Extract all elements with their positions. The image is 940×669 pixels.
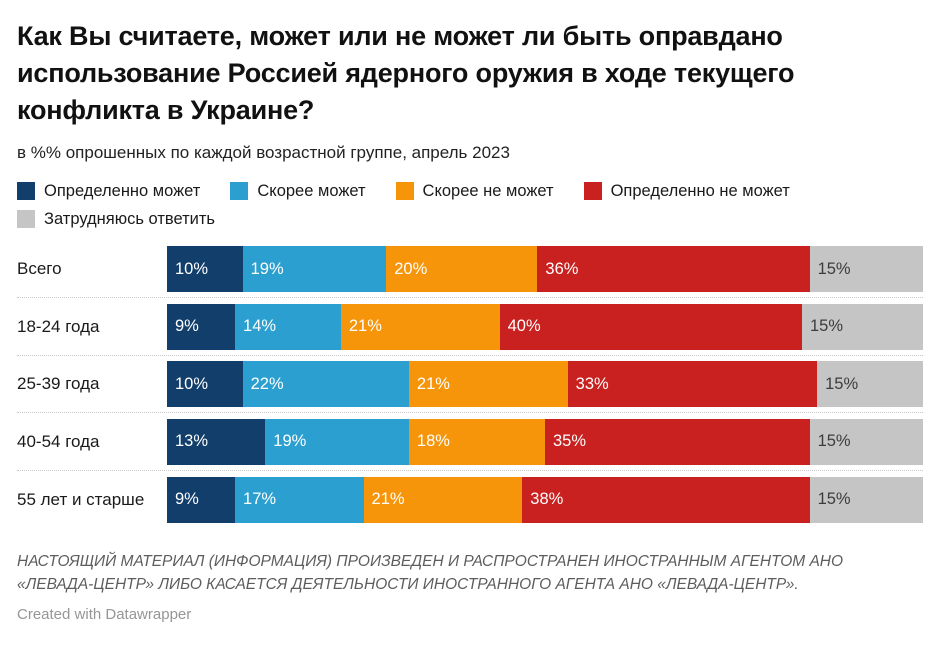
bar-segment: 20% <box>386 246 538 293</box>
stacked-bar: 9% 17% 21% 38% 15% <box>167 476 923 523</box>
bar-row: 55 лет и старше 9% 17% 21% 38% 15% <box>17 471 923 529</box>
value-label: 17% <box>243 490 277 509</box>
stacked-bar: 9% 14% 21% 40% 15% <box>167 303 923 350</box>
legend: Определенно может Скорее может Скорее не м… <box>17 182 923 229</box>
bar-segment: 19% <box>242 246 387 293</box>
bar-segment: 15% <box>817 361 923 408</box>
bar-row: 40-54 года 13% 19% 18% 35% 15% <box>17 413 923 471</box>
value-label: 19% <box>250 259 284 278</box>
value-label: 18% <box>416 432 450 451</box>
bar-segment: 19% <box>265 418 409 465</box>
legend-item: Определенно может <box>17 182 200 201</box>
bar-segment: 40% <box>499 303 802 350</box>
row-label: 40-54 года <box>17 431 100 451</box>
value-label: 21% <box>348 317 382 336</box>
bar-segment: 9% <box>167 303 236 350</box>
row-label: Всего <box>17 259 62 279</box>
bar-segment: 14% <box>235 303 341 350</box>
value-label: 21% <box>371 490 405 509</box>
row-label: 25-39 года <box>17 374 100 394</box>
value-label: 10% <box>175 374 209 393</box>
legend-item: Скорее не может <box>395 181 554 201</box>
bar-segment: 21% <box>340 303 500 350</box>
bar-segment: 17% <box>235 476 364 523</box>
datawrapper-credit[interactable]: Created with Datawrapper <box>17 606 192 624</box>
bar-row: 18-24 года 9% 14% 21% 40% 15% <box>17 298 923 356</box>
chart-title: Как Вы считаете, может или не может ли б… <box>17 21 795 125</box>
value-label: 21% <box>416 374 450 393</box>
bar-segment: 21% <box>363 476 523 523</box>
value-label: 36% <box>545 259 579 278</box>
chart: Всего 10% 19% 20% 36% 15% 18-24 года 9% 14% 21% 40… <box>17 241 923 529</box>
value-label: 38% <box>530 490 564 509</box>
bar-segment: 15% <box>809 418 923 465</box>
value-label: 10% <box>175 259 209 278</box>
legend-swatch <box>17 182 35 201</box>
bar-segment: 18% <box>408 418 545 465</box>
legend-item: Затрудняюсь ответить <box>17 210 215 229</box>
bar-segment: 36% <box>537 246 810 293</box>
bar-segment: 9% <box>167 476 236 523</box>
row-label: 55 лет и старше <box>17 489 145 509</box>
value-label: 19% <box>273 432 307 451</box>
row-label: 18-24 года <box>17 316 100 336</box>
bar-segment: 35% <box>544 418 810 465</box>
value-label: 33% <box>575 374 609 393</box>
disclaimer-text: НАСТОЯЩИЙ МАТЕРИАЛ (ИНФОРМАЦИЯ) ПРОИЗВЕД… <box>17 553 844 594</box>
bar-segment: 21% <box>408 361 568 408</box>
value-label: 15% <box>810 317 844 336</box>
bar-segment: 10% <box>167 361 243 408</box>
value-label: 20% <box>394 259 428 278</box>
value-label: 22% <box>250 374 284 393</box>
legend-swatch <box>583 182 602 201</box>
legend-label: Скорее не может <box>422 181 554 200</box>
value-label: 13% <box>175 432 209 451</box>
value-label: 9% <box>175 317 199 336</box>
bar-segment: 15% <box>802 303 923 350</box>
bar-segment: 10% <box>167 246 243 293</box>
legend-swatch <box>17 210 35 229</box>
bar-segment: 38% <box>522 476 810 523</box>
bar-segment: 15% <box>809 246 923 293</box>
stacked-bar: 10% 22% 21% 33% 15% <box>167 361 923 408</box>
legend-swatch <box>395 182 414 201</box>
value-label: 15% <box>817 432 851 451</box>
value-label: 14% <box>243 317 277 336</box>
stacked-bar: 10% 19% 20% 36% 15% <box>167 246 923 293</box>
legend-label: Затрудняюсь ответить <box>44 209 216 228</box>
legend-item: Скорее может <box>230 181 366 201</box>
stacked-bar: 13% 19% 18% 35% 15% <box>167 418 923 465</box>
value-label: 15% <box>817 490 851 509</box>
value-label: 35% <box>552 432 586 451</box>
bar-segment: 13% <box>167 418 266 465</box>
footer: НАСТОЯЩИЙ МАТЕРИАЛ (ИНФОРМАЦИЯ) ПРОИЗВЕД… <box>17 551 923 624</box>
chart-subtitle: в %% опрошенных по каждой возрастной гру… <box>17 142 510 162</box>
legend-label: Скорее может <box>257 181 366 200</box>
value-label: 40% <box>507 317 541 336</box>
bar-segment: 33% <box>567 361 818 408</box>
legend-label: Определенно может <box>44 181 201 200</box>
bar-segment: 22% <box>242 361 409 408</box>
legend-label: Определенно не может <box>610 181 790 200</box>
value-label: 15% <box>817 259 851 278</box>
legend-swatch <box>230 182 249 201</box>
legend-item: Определенно не может <box>583 181 790 201</box>
bar-segment: 15% <box>809 476 923 523</box>
bar-row: Всего 10% 19% 20% 36% 15% <box>17 241 923 299</box>
value-label: 15% <box>825 374 859 393</box>
bar-row: 25-39 года 10% 22% 21% 33% 15% <box>17 356 923 414</box>
value-label: 9% <box>175 490 199 509</box>
